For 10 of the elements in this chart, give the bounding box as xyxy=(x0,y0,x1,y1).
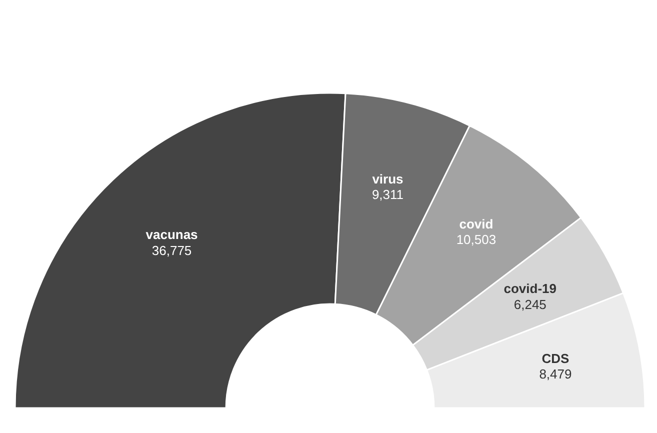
slice-label: CDS xyxy=(542,350,570,366)
data-label: 10,503 xyxy=(456,232,496,248)
slice-label: covid-19 xyxy=(504,281,557,296)
slice-label: covid xyxy=(459,216,494,232)
data-label: 9,311 xyxy=(372,186,404,202)
data-label: 36,775 xyxy=(152,242,192,258)
slice-label: vacunas xyxy=(146,227,198,242)
data-label: 6,245 xyxy=(514,296,546,312)
data-label: 8,479 xyxy=(539,366,572,382)
slice-label: virus xyxy=(372,171,404,186)
